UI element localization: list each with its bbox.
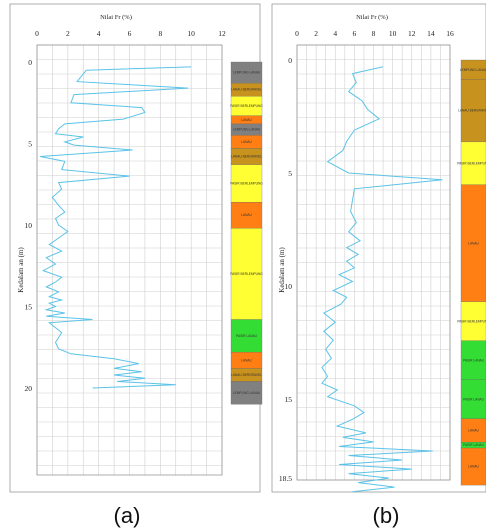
x-tick-label: 0 bbox=[35, 29, 39, 38]
soil-layer-label: LEMPUNG LANAU bbox=[460, 68, 486, 72]
x-tick-label: 12 bbox=[408, 29, 416, 38]
soil-layer-label: LANAU bbox=[241, 358, 252, 362]
soil-layer-label: PASIR BERLEMPUNG bbox=[230, 181, 263, 185]
soil-layer-label: LANAU BERGRAVEL bbox=[231, 373, 262, 377]
x-tick-label: 10 bbox=[389, 29, 397, 38]
panel-a-soil-column: LEMPUNG LANAU LANAU BERGRAVEL PASIR BERLEM… bbox=[230, 61, 263, 405]
x-tick-label: 14 bbox=[427, 29, 435, 38]
soil-layer-label: LANAU bbox=[241, 140, 252, 144]
soil-layer-label: LEMPUNG LANAU bbox=[233, 391, 261, 395]
panel-b-y-ticks: 0 5 10 15 18.5 bbox=[279, 56, 292, 483]
y-tick-label: 15 bbox=[25, 303, 33, 312]
panel-a-x-ticks: 0 2 4 6 8 10 12 bbox=[35, 29, 226, 38]
panel-a-grid bbox=[36, 44, 223, 476]
y-tick-label: 20 bbox=[25, 384, 33, 393]
soil-layer-label: LANAU BERGRAVEL bbox=[231, 155, 262, 159]
soil-layer bbox=[460, 340, 486, 380]
soil-layer-label: LANAU bbox=[468, 241, 479, 245]
soil-layer bbox=[460, 184, 486, 302]
x-tick-label: 4 bbox=[333, 29, 337, 38]
soil-layer-label: PASIR BERLEMPUNG bbox=[457, 161, 486, 165]
panel-a-title: Nilai Fr (%) bbox=[100, 14, 132, 21]
soil-layer bbox=[460, 379, 486, 419]
x-tick-label: 2 bbox=[314, 29, 318, 38]
y-tick-label: 15 bbox=[285, 395, 293, 404]
soil-layer-label: LEMPUNG LANAU bbox=[233, 71, 261, 75]
panel-a: Nilai Fr (%) 0 2 4 6 8 10 12 0 5 10 15 20 Kedalam … bbox=[9, 3, 263, 493]
soil-layer-label: PASIR LANAU bbox=[236, 334, 258, 338]
soil-layer-label: LANAU bbox=[241, 118, 252, 122]
x-tick-label: 10 bbox=[187, 29, 195, 38]
soil-layer-label: PASIR BERLEMPUNG bbox=[230, 104, 263, 108]
panel-b-soil-column: LEMPUNG LANAU LANAU BERGRAVEL PASIR BERLEM… bbox=[457, 59, 486, 486]
plot-border bbox=[36, 44, 223, 476]
soil-layer-label: PASIR BERLEMPUNG bbox=[230, 272, 263, 276]
panel-b: Nilai Fr (%) 0 2 4 6 8 10 12 14 16 0 5 10 15 18.5 Ke… bbox=[271, 3, 486, 493]
panel-a-y-ticks: 0 5 10 15 20 bbox=[25, 58, 33, 393]
soil-layer-label: PASIR LANAU bbox=[463, 358, 485, 362]
x-tick-label: 8 bbox=[372, 29, 376, 38]
soil-layer-label: LANAU bbox=[241, 213, 252, 217]
x-tick-label: 8 bbox=[158, 29, 162, 38]
soil-layer-label: LANAU bbox=[468, 465, 479, 469]
caption-b: (b) bbox=[373, 503, 400, 528]
soil-layer-label: LANAU bbox=[468, 429, 479, 433]
y-tick-label: 0 bbox=[288, 56, 292, 65]
soil-layer-label: PASIR LANAU bbox=[463, 397, 485, 401]
soil-layer-label: LANAU BERGRAVEL bbox=[231, 88, 262, 92]
soil-layer-label: PASIR LANAU bbox=[463, 443, 485, 447]
soil-layer bbox=[230, 381, 263, 405]
x-tick-label: 4 bbox=[97, 29, 101, 38]
panel-b-series-line bbox=[321, 66, 443, 493]
y-tick-label: 5 bbox=[288, 169, 292, 178]
x-tick-label: 12 bbox=[218, 29, 226, 38]
caption-a: (a) bbox=[114, 503, 141, 528]
x-tick-label: 2 bbox=[66, 29, 70, 38]
panel-b-grid bbox=[296, 44, 451, 481]
soil-layer bbox=[460, 79, 486, 143]
soil-layer-label: LANAU BERGRAVEL bbox=[458, 109, 486, 113]
panel-a-y-axis-label: Kedalam an (m) bbox=[17, 247, 25, 293]
soil-layer bbox=[230, 164, 263, 203]
y-tick-label: 0 bbox=[28, 58, 32, 67]
x-tick-label: 0 bbox=[295, 29, 299, 38]
panel-b-y-axis-label: Kedalam an (m) bbox=[278, 247, 286, 293]
panel-b-title: Nilai Fr (%) bbox=[356, 14, 388, 21]
y-tick-label: 18.5 bbox=[279, 474, 292, 483]
soil-layer bbox=[230, 228, 263, 320]
x-tick-label: 6 bbox=[353, 29, 357, 38]
panel-b-x-ticks: 0 2 4 6 8 10 12 14 16 bbox=[295, 29, 454, 38]
soil-layer bbox=[460, 447, 486, 486]
soil-layer-label: PASIR BERLEMPUNG bbox=[457, 319, 486, 323]
soil-layer bbox=[230, 319, 263, 353]
x-tick-label: 6 bbox=[128, 29, 132, 38]
x-tick-label: 16 bbox=[446, 29, 454, 38]
soil-layer-label: LEMPUNG LANAU bbox=[233, 128, 261, 132]
y-tick-label: 5 bbox=[28, 140, 32, 149]
y-tick-label: 10 bbox=[25, 221, 33, 230]
y-tick-label: 10 bbox=[285, 282, 293, 291]
panel-a-series-line bbox=[40, 66, 192, 389]
soil-layer bbox=[460, 301, 486, 341]
